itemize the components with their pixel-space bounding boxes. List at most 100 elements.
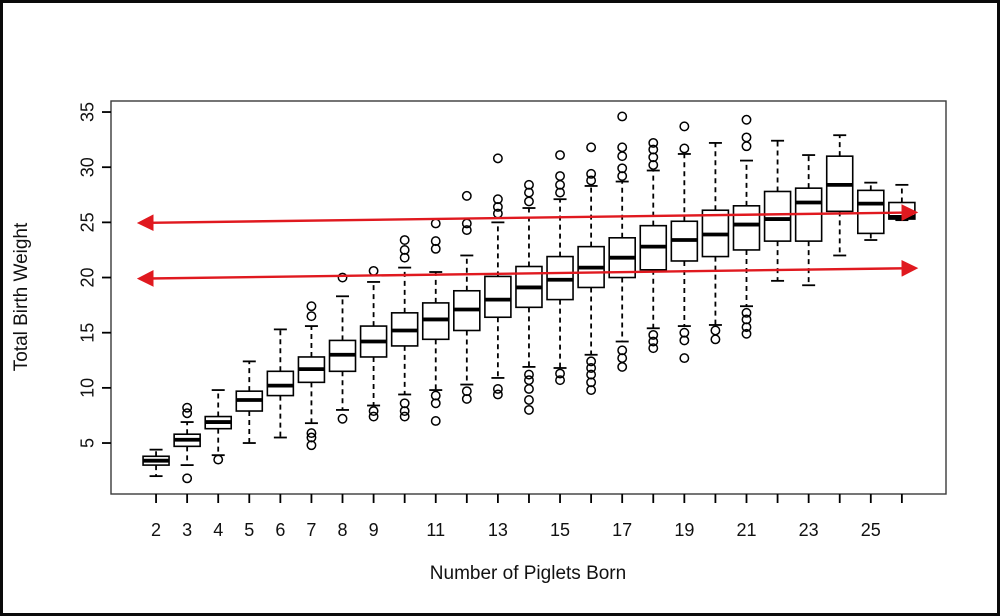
x-tick-label-3: 3 bbox=[182, 520, 192, 540]
outlier-point bbox=[617, 163, 628, 174]
outlier-point bbox=[306, 432, 317, 443]
outlier-point bbox=[524, 179, 534, 190]
x-tick-label-7: 7 bbox=[306, 520, 316, 540]
x-tick-label-8: 8 bbox=[338, 520, 348, 540]
outlier-point bbox=[617, 142, 628, 153]
outlier-point bbox=[648, 336, 659, 347]
x-tick-label-9: 9 bbox=[369, 520, 379, 540]
iqr-box bbox=[763, 190, 792, 242]
upper-reference-arrow bbox=[136, 204, 919, 232]
outlier-point bbox=[213, 454, 224, 465]
box-litter-13 bbox=[484, 153, 512, 400]
outlier-point bbox=[586, 369, 597, 380]
outlier-point bbox=[461, 190, 472, 201]
reference-arrows bbox=[136, 204, 919, 287]
box-litter-20 bbox=[701, 142, 730, 345]
box-litter-22 bbox=[763, 139, 792, 282]
outlier-point bbox=[492, 384, 503, 394]
x-tick-label-13: 13 bbox=[488, 520, 508, 540]
x-tick-label-11: 11 bbox=[426, 520, 445, 540]
x-tick-label-15: 15 bbox=[550, 520, 570, 540]
box-litter-5 bbox=[235, 360, 264, 444]
x-tick-label-25: 25 bbox=[861, 520, 881, 540]
outlier-point bbox=[430, 218, 441, 229]
x-tick-label-2: 2 bbox=[151, 520, 161, 540]
iqr-box bbox=[484, 275, 512, 319]
outlier-point bbox=[399, 235, 410, 245]
x-tick-label-23: 23 bbox=[799, 520, 819, 540]
outlier-point bbox=[617, 345, 628, 356]
outlier-point bbox=[617, 151, 628, 162]
y-tick-label-15: 15 bbox=[77, 323, 97, 343]
outlier-point bbox=[710, 325, 721, 336]
outlier-point bbox=[648, 329, 659, 340]
outlier-point bbox=[492, 153, 503, 164]
box-litter-21 bbox=[732, 114, 761, 339]
outlier-point bbox=[399, 411, 410, 422]
outlier-point bbox=[586, 168, 597, 179]
outlier-point bbox=[555, 368, 565, 379]
x-tick-label-6: 6 bbox=[275, 520, 285, 540]
outlier-point bbox=[741, 132, 752, 143]
y-tick-label-20: 20 bbox=[77, 268, 97, 288]
outlier-point bbox=[492, 389, 503, 400]
box-litter-9 bbox=[359, 265, 388, 422]
outlier-point bbox=[492, 194, 503, 205]
box-litter-15 bbox=[546, 150, 574, 386]
box-litter-4 bbox=[204, 389, 233, 465]
outlier-point bbox=[368, 406, 379, 416]
y-axis-title: Total Birth Weight bbox=[11, 222, 32, 371]
box-litter-26 bbox=[888, 183, 916, 222]
box-litter-25 bbox=[856, 181, 885, 241]
box-litter-10 bbox=[390, 235, 419, 422]
box-litter-7 bbox=[297, 301, 326, 451]
box-litter-6 bbox=[266, 328, 295, 439]
outlier-point bbox=[182, 473, 193, 484]
box-litter-11 bbox=[421, 218, 450, 426]
y-tick-label-10: 10 bbox=[77, 378, 97, 398]
outlier-point bbox=[741, 307, 752, 318]
iqr-box bbox=[266, 370, 295, 397]
outlier-point bbox=[617, 361, 628, 372]
x-axis-title: Number of Piglets Born bbox=[430, 563, 626, 584]
x-tick-label-17: 17 bbox=[612, 520, 632, 540]
outlier-point bbox=[430, 236, 441, 247]
y-tick-label-30: 30 bbox=[77, 157, 97, 177]
box-litter-8 bbox=[328, 272, 357, 424]
box-litter-24 bbox=[825, 134, 854, 257]
outlier-point bbox=[461, 386, 472, 397]
outlier-point bbox=[430, 390, 441, 401]
outlier-point bbox=[679, 353, 690, 364]
x-tick-label-19: 19 bbox=[674, 520, 694, 540]
box-litter-17 bbox=[608, 111, 636, 372]
outlier-point bbox=[741, 314, 752, 325]
lower-reference-arrow bbox=[136, 259, 919, 287]
outlier-point bbox=[555, 171, 565, 181]
outlier-point bbox=[399, 244, 410, 255]
outlier-point bbox=[586, 175, 597, 186]
outlier-point bbox=[741, 141, 752, 152]
outlier-point bbox=[337, 413, 348, 424]
outlier-point bbox=[306, 301, 317, 312]
box-litter-14 bbox=[515, 179, 543, 415]
outlier-point bbox=[368, 411, 379, 422]
outlier-point bbox=[617, 111, 628, 122]
box-litter-19 bbox=[670, 121, 699, 364]
outlier-point bbox=[586, 142, 597, 153]
outlier-point bbox=[337, 272, 348, 283]
outlier-point bbox=[430, 416, 441, 426]
box-litter-12 bbox=[453, 190, 481, 404]
outlier-point bbox=[710, 334, 721, 345]
outlier-point bbox=[679, 121, 690, 132]
outlier-point bbox=[741, 328, 752, 339]
outlier-point bbox=[306, 428, 317, 439]
outlier-point bbox=[399, 398, 410, 409]
outlier-point bbox=[524, 384, 534, 394]
outlier-point bbox=[648, 137, 659, 148]
outlier-point bbox=[741, 114, 752, 125]
outlier-point bbox=[679, 327, 690, 338]
outlier-point bbox=[524, 196, 534, 207]
outlier-point bbox=[586, 363, 597, 373]
